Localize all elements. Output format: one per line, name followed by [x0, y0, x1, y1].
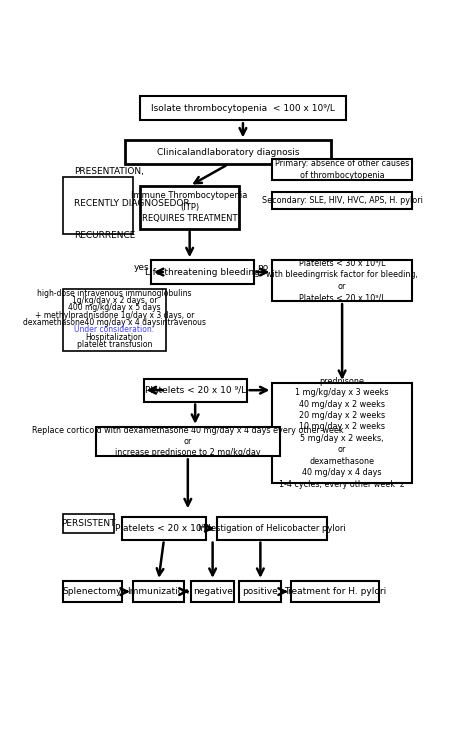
Text: Replace corticoid with dexamethasone 40 mg/day x 4 days every other week
or
incr: Replace corticoid with dexamethasone 40 …: [32, 425, 344, 457]
Text: Hospitalization: Hospitalization: [85, 333, 143, 342]
FancyBboxPatch shape: [272, 260, 412, 301]
Text: Splenectomy: Splenectomy: [63, 587, 122, 596]
FancyBboxPatch shape: [272, 383, 412, 482]
FancyBboxPatch shape: [191, 581, 234, 602]
FancyBboxPatch shape: [63, 288, 166, 351]
Text: Treatment for H. pylori: Treatment for H. pylori: [283, 587, 386, 596]
Text: Immune Thrombocytopenia
(ITP)
REQUIRES TREATMENT: Immune Thrombocytopenia (ITP) REQUIRES T…: [131, 191, 248, 223]
FancyBboxPatch shape: [272, 159, 412, 180]
Text: prednisone
1 mg/kg/day x 3 weeks
40 mg/day x 2 weeks
20 mg/day x 2 weeks
10 mg/d: prednisone 1 mg/kg/day x 3 weeks 40 mg/d…: [280, 376, 405, 489]
FancyBboxPatch shape: [63, 177, 133, 234]
FancyBboxPatch shape: [151, 260, 254, 284]
Text: Immunization: Immunization: [128, 587, 190, 596]
FancyBboxPatch shape: [217, 517, 328, 539]
Text: + methylpradnisdone 1g/day x 3 days, or: + methylpradnisdone 1g/day x 3 days, or: [35, 310, 194, 319]
Text: Isolate thrombocytopenia  < 100 x 10⁹/L: Isolate thrombocytopenia < 100 x 10⁹/L: [151, 104, 335, 113]
FancyBboxPatch shape: [96, 427, 280, 456]
FancyBboxPatch shape: [63, 514, 114, 533]
FancyBboxPatch shape: [144, 379, 246, 402]
FancyBboxPatch shape: [133, 581, 184, 602]
Text: positive: positive: [243, 587, 278, 596]
FancyBboxPatch shape: [122, 517, 206, 539]
Text: 1g/kg/day x 2 days, or: 1g/kg/day x 2 days, or: [72, 296, 157, 305]
FancyBboxPatch shape: [239, 581, 282, 602]
Text: platelet transfusion: platelet transfusion: [77, 340, 152, 349]
Text: yes: yes: [134, 263, 150, 272]
Text: PERSISTENT: PERSISTENT: [62, 519, 116, 528]
Text: Secondary: SLE, HIV, HVC, APS, H. pylori: Secondary: SLE, HIV, HVC, APS, H. pylori: [262, 196, 422, 205]
FancyBboxPatch shape: [140, 186, 239, 229]
FancyBboxPatch shape: [63, 581, 122, 602]
FancyBboxPatch shape: [140, 96, 346, 120]
Text: negative: negative: [193, 587, 233, 596]
Text: Investigation of Helicobacter pylori: Investigation of Helicobacter pylori: [199, 524, 346, 533]
Text: high-dose intravenous immunoglobulins: high-dose intravenous immunoglobulins: [37, 288, 191, 298]
Text: Platelets < 20 x 10⁹/L: Platelets < 20 x 10⁹/L: [115, 524, 213, 533]
FancyBboxPatch shape: [291, 581, 379, 602]
Text: dexamethasone40 mg/day x 4 daysintravenous: dexamethasone40 mg/day x 4 daysintraveno…: [23, 318, 206, 327]
Text: Clinicalandlaboratory diagnosis: Clinicalandlaboratory diagnosis: [157, 147, 300, 157]
Text: Life threatening bleeding: Life threatening bleeding: [145, 268, 260, 276]
FancyBboxPatch shape: [272, 192, 412, 209]
Text: Under consideration:: Under consideration:: [74, 325, 155, 334]
Text: PRESENTATION,

RECENTLY DIAGNOSEDOR

RECURRENCE: PRESENTATION, RECENTLY DIAGNOSEDOR RECUR…: [74, 167, 190, 239]
FancyBboxPatch shape: [125, 140, 331, 165]
Text: Primary: absence of other causes
of thrombocytopenia: Primary: absence of other causes of thro…: [275, 159, 409, 179]
Text: 400 mg/kg/day x 5 days: 400 mg/kg/day x 5 days: [68, 303, 161, 312]
Text: no: no: [257, 263, 269, 272]
Text: Platelets < 20 x 10 ⁹/L: Platelets < 20 x 10 ⁹/L: [145, 385, 246, 395]
Text: Platelets < 30 x 10⁹/L
with bleedingrrisk factor for bleeding,
or
Platelets < 20: Platelets < 30 x 10⁹/L with bleedingrris…: [266, 259, 418, 302]
